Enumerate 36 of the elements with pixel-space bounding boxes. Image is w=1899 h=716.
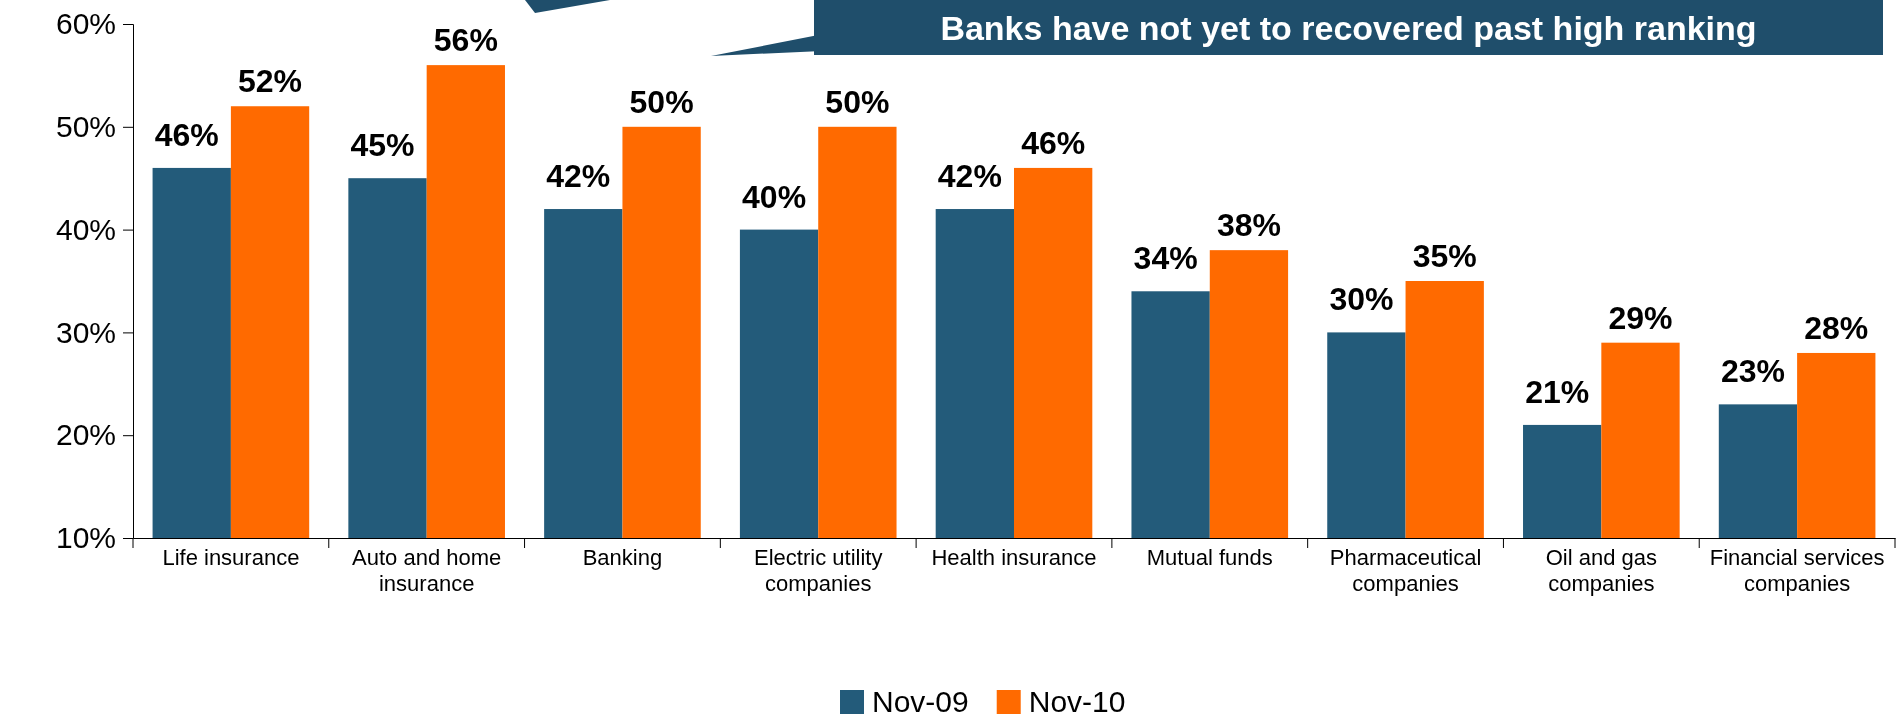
text: 56% [433, 22, 498, 59]
text: 30% [1329, 281, 1394, 318]
text: 50% [825, 83, 890, 120]
x-tick-label: Mutual funds [1146, 545, 1273, 571]
text: 29% [1608, 299, 1673, 336]
legend-label: Nov-09 [872, 685, 969, 716]
text: 38% [1216, 207, 1281, 244]
y-tick-label: 30% [55, 315, 116, 349]
x-tick-label: Oil and gas companies [1545, 545, 1657, 596]
y-tick-label: 60% [55, 7, 116, 41]
text: 21% [1525, 373, 1590, 410]
y-tick-label: 10% [55, 521, 116, 555]
text: 35% [1412, 238, 1477, 274]
text: 34% [1133, 240, 1198, 277]
text: 46% [154, 116, 219, 153]
text: 46% [1021, 124, 1086, 161]
x-tick-label: Electric utility companies [754, 545, 883, 596]
text: 28% [1804, 309, 1869, 346]
annotation: Banks have not yet to recovered past high ranking [940, 8, 1757, 47]
text: 52% [238, 63, 303, 100]
y-tick-label: 20% [55, 418, 116, 452]
text: 23% [1720, 353, 1785, 390]
y-tick-label: 50% [55, 109, 116, 143]
text: 45% [350, 127, 415, 164]
text: 42% [937, 158, 1002, 195]
x-tick-label: Life insurance [162, 545, 300, 571]
x-tick-label: Banking [582, 545, 663, 571]
x-tick-label: Pharmaceutical companies [1329, 545, 1482, 596]
text: 50% [629, 83, 694, 120]
text: 40% [742, 178, 807, 215]
y-tick-label: 40% [55, 212, 116, 246]
x-tick-label: Financial services companies [1709, 545, 1885, 596]
x-tick-label: Auto and home insurance [352, 545, 502, 596]
x-tick-label: Health insurance [931, 545, 1097, 571]
text: 42% [546, 158, 611, 195]
legend-label: Nov-10 [1028, 685, 1126, 716]
